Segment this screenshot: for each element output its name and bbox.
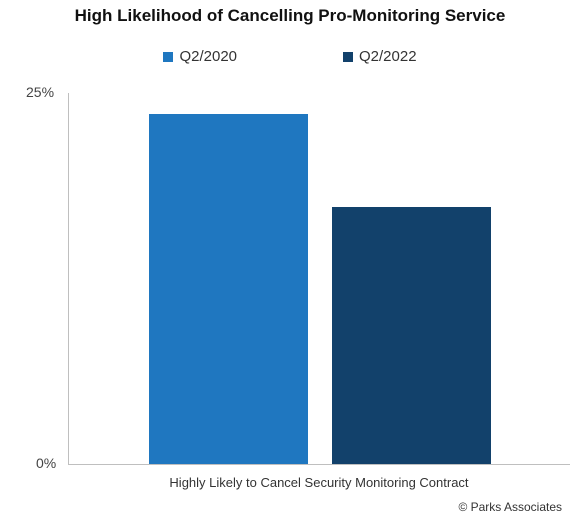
y-axis-line [68, 93, 69, 464]
chart-title: High Likelihood of Cancelling Pro-Monito… [74, 6, 506, 25]
legend-label-series-2: Q2/2022 [359, 48, 417, 65]
y-tick-label-min: 0% [36, 455, 57, 471]
x-category-label: Highly Likely to Cancel Security Monitor… [169, 475, 469, 490]
legend-label-series-1: Q2/2020 [179, 48, 237, 65]
bar-q2-2020 [149, 113, 308, 464]
legend-swatch-series-2 [343, 51, 353, 62]
y-tick-label-max: 25% [26, 84, 55, 100]
bar-q2-2022 [332, 207, 491, 464]
chart-legend: Q2/2020 Q2/2022 [0, 48, 580, 65]
legend-swatch-series-1 [163, 51, 174, 62]
source-credit: © Parks Associates [458, 500, 562, 514]
legend-item-series-2: Q2/2022 [343, 48, 417, 65]
legend-item-series-1: Q2/2020 [163, 48, 237, 65]
x-axis-line [68, 464, 570, 465]
